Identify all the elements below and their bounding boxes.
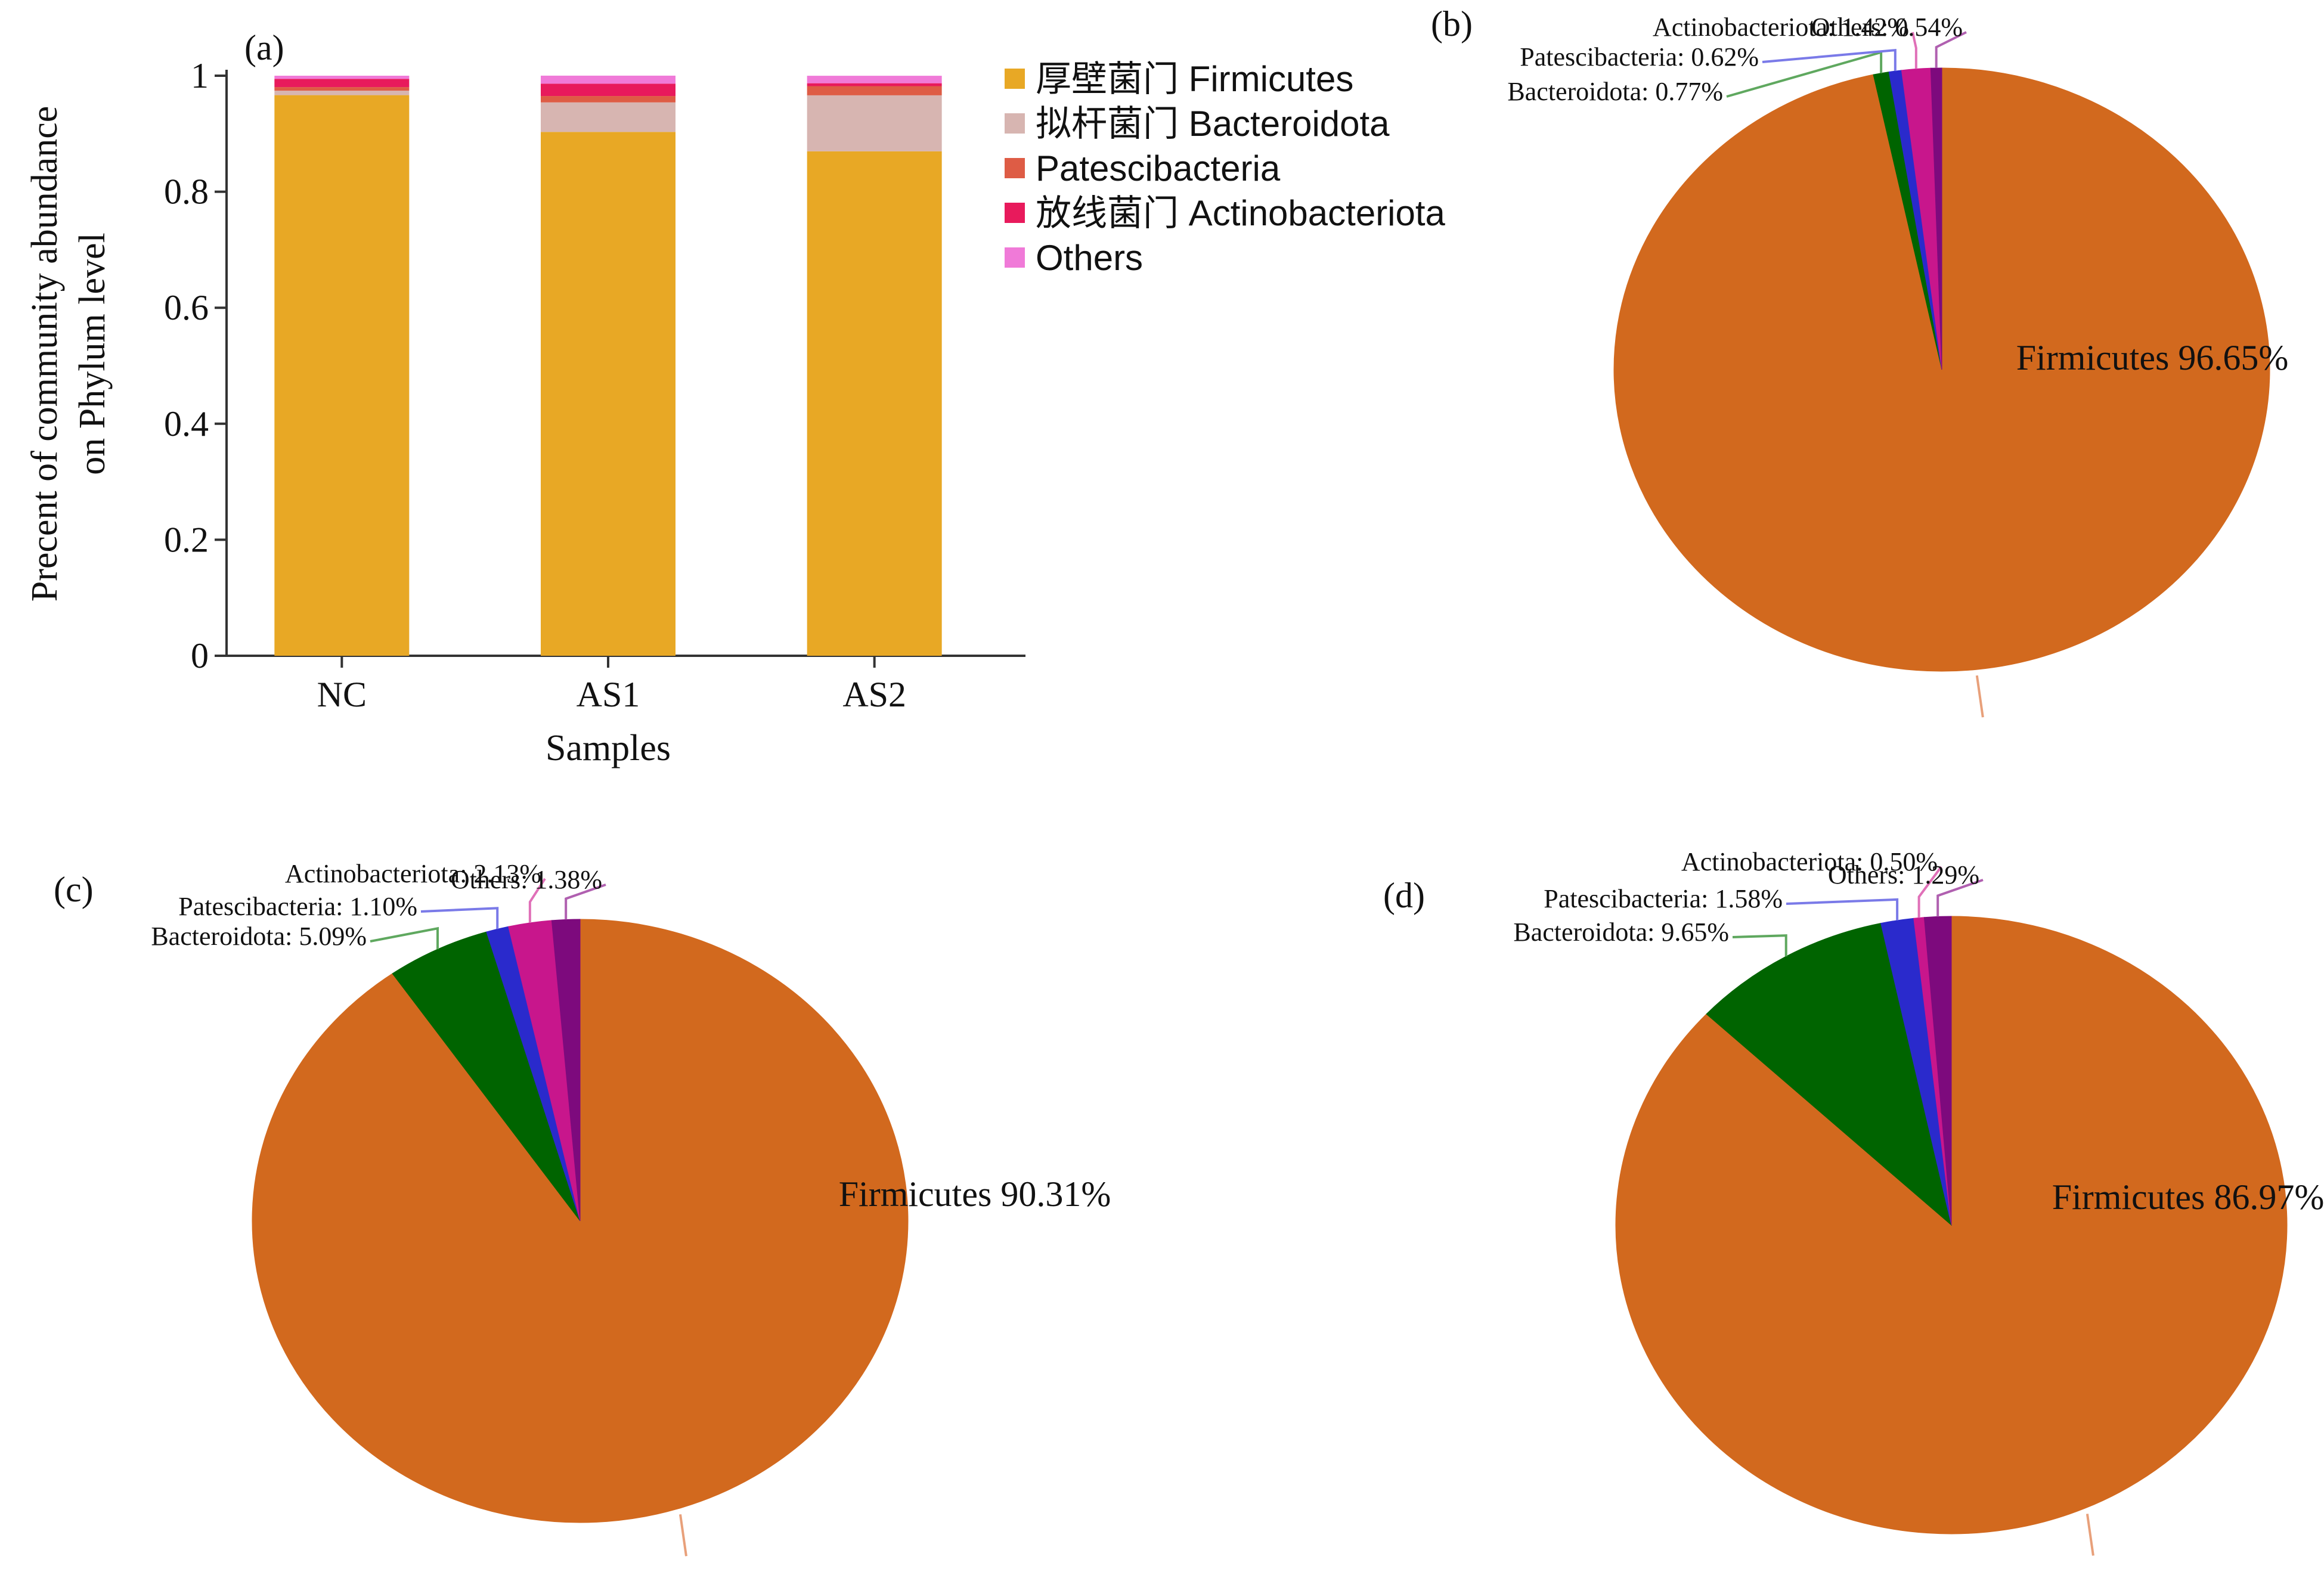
legend-swatch bbox=[1005, 113, 1025, 134]
slice-label: Firmicutes 90.31% bbox=[839, 1174, 1111, 1214]
slice-label: Others: 1.38% bbox=[451, 865, 602, 894]
bar-segment bbox=[807, 76, 942, 83]
slice-label: Bacteroidota: 9.65% bbox=[1513, 917, 1729, 947]
pie-slice bbox=[392, 931, 581, 1222]
y-tick-label: 0.6 bbox=[164, 288, 209, 327]
bar-segment bbox=[274, 95, 410, 656]
slice-label: Bacteroidota: 0.77% bbox=[1507, 77, 1723, 106]
leader-line bbox=[1975, 675, 1984, 718]
leader-line bbox=[1786, 898, 1899, 920]
pie-slice bbox=[252, 919, 909, 1523]
slice-label: Patescibacteria: 1.10% bbox=[178, 892, 417, 921]
leader-line bbox=[528, 878, 546, 923]
bar-segment bbox=[541, 132, 675, 656]
x-tick-label: AS2 bbox=[842, 675, 906, 714]
bar-segment bbox=[541, 96, 675, 103]
leader-line bbox=[1917, 866, 1942, 918]
bar-segment bbox=[807, 83, 942, 86]
slice-label: Actinobacteriota: 1.42% bbox=[1653, 13, 1909, 42]
legend-label: Patescibacteria bbox=[1036, 148, 1281, 188]
y-axis-title: Precent of community abundance on Phylum … bbox=[24, 106, 113, 602]
legend-label: 拟杆菌门 Bacteroidota bbox=[1036, 104, 1390, 144]
panel-c: (c) Firmicutes 90.31% Bacteroidota: 5.09%P… bbox=[54, 859, 1111, 1557]
panel-b: (b) Firmicutes 96.65% Bacteroidota: 0.77% P… bbox=[1431, 4, 2289, 718]
legend-label: 厚壁菌门 Firmicutes bbox=[1036, 59, 1353, 99]
y-tick-label: 0 bbox=[191, 636, 209, 675]
x-tick-label: NC bbox=[317, 675, 367, 714]
slice-label: Firmicutes 86.97% bbox=[2052, 1177, 2324, 1217]
slice-label: Patescibacteria: 0.62% bbox=[1520, 42, 1759, 72]
legend-swatch bbox=[1005, 69, 1025, 89]
slice-label: Others: 0.54% bbox=[1811, 13, 1963, 42]
panel-label: (c) bbox=[54, 870, 94, 909]
slice-label: Firmicutes 96.65% bbox=[2016, 338, 2289, 377]
legend-swatch bbox=[1005, 158, 1025, 178]
pie-slice bbox=[1706, 923, 1952, 1226]
bar-segment bbox=[541, 75, 675, 84]
panel-label: (d) bbox=[1383, 876, 1425, 915]
y-axis-title-line: Precent of community abundance bbox=[24, 106, 65, 602]
y-tick-label: 1 bbox=[191, 56, 209, 95]
bar-segment bbox=[807, 95, 942, 151]
y-tick-label: 0.8 bbox=[164, 172, 209, 212]
slice-label: Patescibacteria: 1.58% bbox=[1544, 884, 1783, 913]
slice-label: Others: 1.29% bbox=[1828, 860, 1979, 889]
y-tick-label: 0.2 bbox=[164, 520, 209, 559]
x-axis-title: Samples bbox=[546, 728, 671, 768]
bar-segment bbox=[274, 76, 410, 79]
leader-line bbox=[1911, 32, 1917, 69]
panel-d: (d) Firmicutes 86.97% Bacteroidota: 9.65% P… bbox=[1383, 847, 2324, 1556]
y-tick-label: 0.4 bbox=[164, 404, 209, 444]
panel-label: (b) bbox=[1431, 4, 1473, 44]
bar-segment bbox=[541, 102, 675, 132]
slice-label: Actinobacteriota: 2.13% bbox=[285, 859, 541, 888]
leader-line bbox=[1935, 31, 1967, 69]
bar-segment bbox=[807, 86, 942, 95]
leader-line bbox=[420, 907, 499, 929]
legend-swatch bbox=[1005, 203, 1025, 223]
leader-line bbox=[1936, 879, 1984, 917]
legend-swatch bbox=[1005, 247, 1025, 268]
bar-segment bbox=[541, 83, 675, 97]
leader-line bbox=[370, 926, 439, 950]
leader-line bbox=[1762, 48, 1897, 72]
y-axis-title-line: on Phylum level bbox=[72, 232, 113, 475]
bar-segment bbox=[274, 91, 410, 95]
leader-line bbox=[565, 884, 606, 920]
panel-label: (a) bbox=[244, 28, 284, 67]
bar-segment bbox=[807, 151, 942, 656]
legend-label: Others bbox=[1036, 238, 1143, 278]
leader-line bbox=[679, 1514, 687, 1557]
x-tick-label: AS1 bbox=[577, 675, 640, 714]
panel-a: (a) 0 0.2 0.4 0.6 0.8 1 NC AS1 AS2 Samples Precent … bbox=[24, 28, 1446, 768]
slice-label: Actinobacteriota: 0.50% bbox=[1681, 847, 1938, 876]
legend-label: 放线菌门 Actinobacteriota bbox=[1036, 193, 1446, 233]
slice-label: Bacteroidota: 5.09% bbox=[151, 922, 367, 951]
leader-line bbox=[2086, 1514, 2094, 1556]
bar-segment bbox=[274, 79, 410, 88]
bar-segment bbox=[274, 87, 410, 91]
leader-line bbox=[1732, 934, 1787, 957]
